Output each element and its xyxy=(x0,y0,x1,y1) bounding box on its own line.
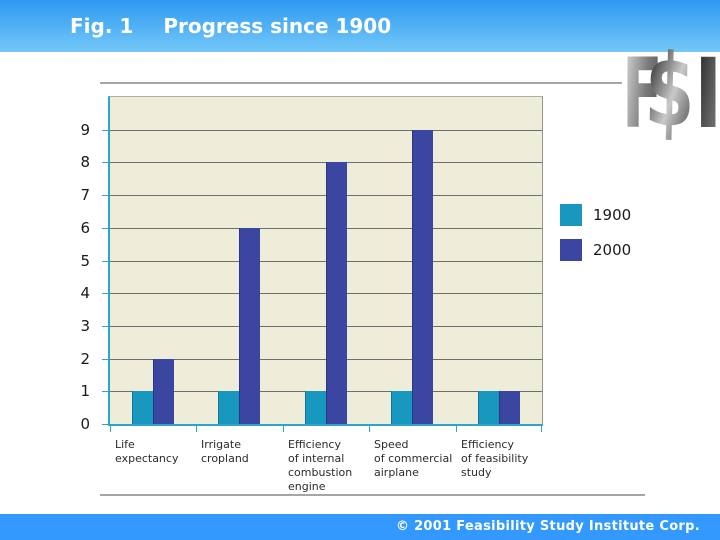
y-axis-tick-7 xyxy=(102,195,108,197)
x-axis-tick-0 xyxy=(110,426,111,432)
legend-label-2000: 2000 xyxy=(593,241,632,259)
y-axis-label-4: 4 xyxy=(80,284,90,303)
x-axis-tick-5 xyxy=(541,426,542,432)
bar-1900-category-2 xyxy=(218,391,239,424)
legend-label-1900: 1900 xyxy=(593,206,632,224)
chart-plot xyxy=(102,96,543,432)
logo-letter-dollar: $ xyxy=(643,31,697,151)
bar-2000-category-1 xyxy=(153,358,174,424)
x-axis-tick-4 xyxy=(456,426,457,432)
legend-swatch-1900 xyxy=(560,204,582,226)
copyright-bar: © 2001 Feasibility Study Institute Corp. xyxy=(0,514,720,540)
bar-1900-category-5 xyxy=(478,391,499,424)
legend-swatch-2000 xyxy=(560,239,582,261)
fsi-logo: F $ I xyxy=(620,31,720,150)
bar-2000-category-2 xyxy=(239,227,260,424)
bar-2000-category-3 xyxy=(326,162,347,424)
legend-item-1900: 1900 xyxy=(560,204,631,226)
x-axis-label-4: Speed of commercial airplane xyxy=(374,438,453,479)
bottom-divider-line xyxy=(100,494,645,496)
y-axis-tick-4 xyxy=(102,293,108,295)
x-axis-label-1: Life expectancy xyxy=(115,438,179,465)
legend-item-2000: 2000 xyxy=(560,239,631,261)
y-axis-tick-6 xyxy=(102,227,108,229)
y-axis-label-6: 6 xyxy=(80,218,90,237)
x-axis-label-2: Irrigate cropland xyxy=(201,438,249,465)
y-axis-label-0: 0 xyxy=(80,415,90,433)
copyright-text: © 2001 Feasibility Study Institute Corp. xyxy=(395,519,700,534)
y-axis-tick-8 xyxy=(102,162,108,164)
y-axis-label-1: 1 xyxy=(80,382,90,401)
y-axis-label-9: 9 xyxy=(80,120,90,139)
x-axis-tick-2 xyxy=(283,426,284,432)
x-axis-label-3: Efficiency of internal combustion engine xyxy=(288,438,353,493)
y-axis-tick-2 xyxy=(102,358,108,360)
y-axis-label-8: 8 xyxy=(80,153,90,172)
page-title: Fig. 1 Progress since 1900 xyxy=(70,0,391,52)
y-axis-tick-5 xyxy=(102,260,108,262)
x-axis-tick-3 xyxy=(369,426,370,432)
x-axis-tick-1 xyxy=(196,426,197,432)
bar-1900-category-1 xyxy=(132,391,153,424)
logo-letter-f: F xyxy=(622,38,663,150)
y-axis-tick-9 xyxy=(102,129,108,131)
gridline-9 xyxy=(110,129,542,131)
slide-title-bar: Fig. 1 Progress since 1900 xyxy=(0,0,720,52)
top-divider-line xyxy=(100,82,622,84)
bar-2000-category-5 xyxy=(499,391,520,424)
bar-1900-category-3 xyxy=(305,391,326,424)
y-axis-tick-3 xyxy=(102,325,108,327)
bar-1900-category-4 xyxy=(391,391,412,424)
chart-legend: 1900 2000 xyxy=(560,204,631,274)
x-axis-label-5: Efficiency of feasibility study xyxy=(461,438,529,479)
y-axis-label-2: 2 xyxy=(80,349,90,368)
y-axis-label-7: 7 xyxy=(80,186,90,205)
y-axis-labels: 0 1 2 3 4 5 6 7 8 9 xyxy=(56,97,98,433)
title-text: Progress since 1900 xyxy=(163,14,392,38)
logo-letter-i: I xyxy=(694,46,720,142)
bar-2000-category-4 xyxy=(412,129,433,424)
y-axis-label-5: 5 xyxy=(80,251,90,270)
x-axis-labels: Life expectancy Irrigate cropland Efficien… xyxy=(110,438,545,508)
y-axis-tick-1 xyxy=(102,391,108,393)
y-axis-tick-0 xyxy=(102,424,108,425)
figure-number-label: Fig. 1 xyxy=(70,14,134,38)
y-axis-label-3: 3 xyxy=(80,316,90,335)
